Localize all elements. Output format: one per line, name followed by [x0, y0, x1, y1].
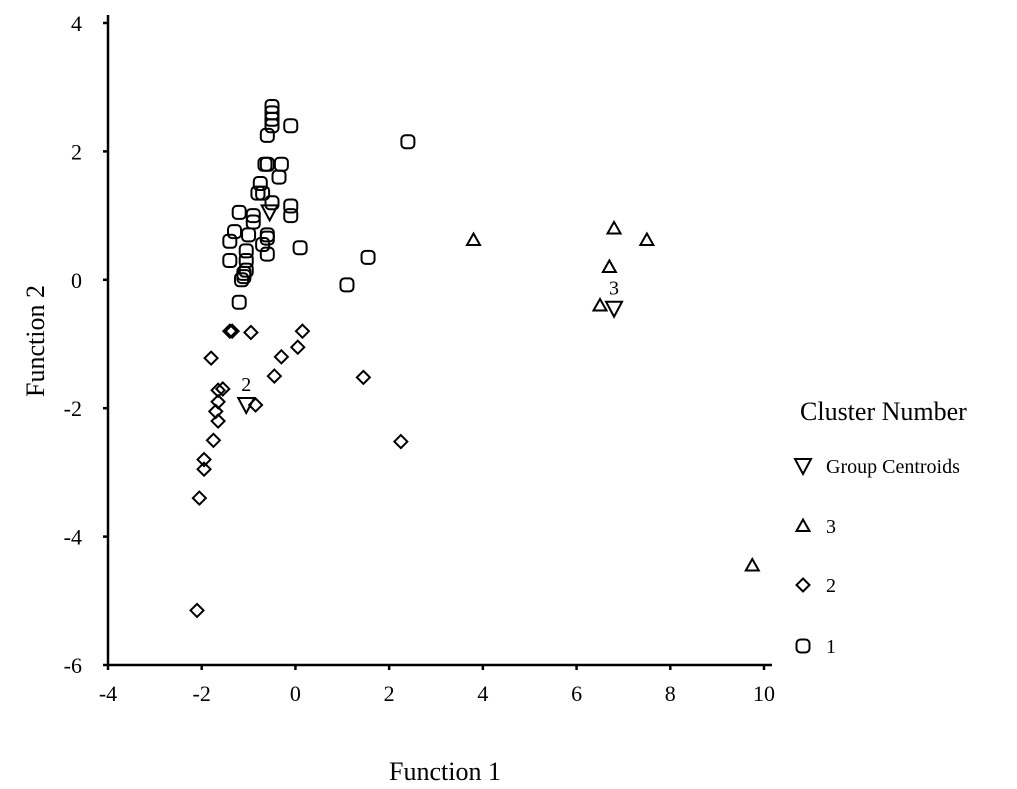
legend: Cluster Number Group Centroids 3 2 1: [793, 397, 967, 658]
series-2: [189, 323, 409, 619]
data-point: [271, 169, 287, 185]
data-point: [283, 198, 299, 214]
x-tick-label: 2: [384, 681, 395, 706]
data-point: [243, 324, 259, 341]
data-point: [236, 396, 256, 416]
data-point: [222, 233, 238, 249]
legend-label: 1: [826, 636, 836, 658]
data-point: [259, 204, 280, 223]
x-tick-label: 4: [477, 681, 488, 706]
x-tick-label: 10: [753, 681, 775, 706]
y-tick-label: 4: [71, 11, 82, 36]
y-tick-label: 0: [71, 268, 82, 293]
data-point: [294, 323, 311, 340]
data-point: [283, 208, 299, 224]
data-point: [255, 236, 271, 252]
legend-marker: [795, 577, 811, 593]
data-point: [191, 490, 208, 506]
data-point: [259, 127, 275, 143]
plot-marks: 23: [189, 98, 761, 619]
data-point: [264, 195, 280, 211]
x-tick-label: -2: [193, 681, 211, 706]
data-point: [236, 269, 252, 285]
data-point: [638, 231, 656, 246]
data-point: [210, 413, 227, 429]
x-tick-label: 8: [665, 681, 676, 706]
data-point: [604, 300, 624, 319]
data-point: [231, 294, 247, 310]
data-point: [360, 249, 376, 265]
data-point: [231, 204, 247, 220]
x-axis-title: Function 1: [389, 757, 501, 786]
data-point: [744, 556, 761, 572]
x-tick-label: 6: [571, 681, 582, 706]
data-point: [289, 339, 306, 356]
legend-entry: 3: [794, 516, 836, 538]
data-point: [266, 368, 283, 385]
y-axis-title: Function 2: [21, 285, 50, 397]
data-point: [259, 246, 275, 262]
data-point: [465, 231, 482, 246]
legend-title: Cluster Number: [800, 397, 967, 426]
data-point: [264, 118, 280, 134]
series-1: [222, 98, 416, 310]
y-tick-label: -2: [64, 396, 82, 421]
legend-label: Group Centroids: [826, 456, 960, 478]
y-tick-label: 2: [71, 139, 82, 164]
data-point: [339, 277, 355, 293]
data-point: [605, 219, 623, 235]
data-point: [264, 111, 280, 127]
legend-marker: [794, 517, 812, 532]
series-3: [465, 219, 761, 572]
legend-label: 3: [826, 516, 836, 538]
data-point: [196, 461, 212, 478]
data-point: [241, 227, 257, 243]
data-point: [221, 323, 238, 340]
data-point: [203, 350, 219, 367]
data-point: [189, 602, 205, 619]
legend-entry: 1: [795, 636, 836, 658]
y-tick-label: -6: [64, 653, 82, 678]
axes: -4 -2 0 2 4 6 8 10 -6 -4 -2 0 2 4: [64, 11, 775, 706]
data-point: [400, 134, 416, 150]
data-point: [214, 381, 231, 397]
centroid-label: 3: [609, 278, 619, 300]
legend-entry: 2: [795, 575, 836, 597]
legend-marker: [793, 458, 813, 477]
data-point: [210, 382, 227, 399]
data-point: [273, 348, 290, 365]
data-point: [355, 369, 372, 386]
legend-label: 2: [826, 575, 836, 597]
data-point: [205, 432, 222, 449]
data-point: [227, 224, 243, 240]
data-point: [245, 208, 261, 224]
data-point: [601, 258, 618, 273]
y-tick-label: -4: [64, 525, 82, 550]
x-tick-label: -4: [99, 681, 117, 706]
data-point: [250, 185, 266, 201]
data-point: [591, 296, 609, 312]
data-point: [392, 433, 409, 450]
series-group-centroids: 23: [236, 204, 624, 416]
data-point: [255, 185, 271, 201]
legend-entry: Group Centroids: [793, 456, 960, 478]
data-point: [222, 253, 238, 269]
data-point: [252, 176, 268, 191]
data-point: [234, 272, 250, 288]
data-point: [273, 156, 289, 172]
data-point: [283, 118, 299, 134]
centroid-label: 2: [241, 374, 251, 396]
data-point: [257, 156, 273, 172]
data-point: [292, 240, 308, 256]
data-point: [196, 451, 212, 468]
legend-marker: [795, 638, 811, 654]
x-tick-label: 0: [290, 681, 301, 706]
data-point: [238, 243, 254, 259]
data-point: [224, 323, 241, 340]
